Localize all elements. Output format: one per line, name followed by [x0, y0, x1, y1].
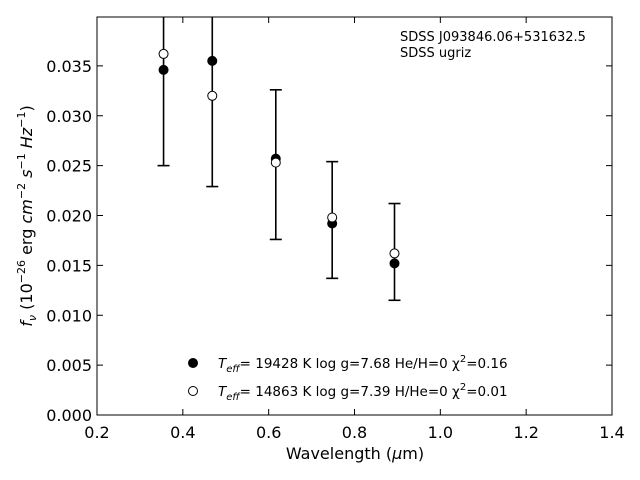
- x-label-post: m): [402, 444, 424, 463]
- legend-entry-filled: Teff= 19428 K log g=7.68 He/H=0 χ2=0.16: [188, 354, 508, 375]
- y-tick-label: 0.025: [46, 157, 92, 176]
- x-axis-ticks: 0.2 0.4 0.6 0.8 1.0 1.2 1.4: [84, 17, 625, 442]
- legend: Teff= 19428 K log g=7.68 He/H=0 χ2=0.16 …: [188, 354, 508, 403]
- y-label-exp-s: −1: [15, 153, 28, 169]
- legend-t-subscript: eff: [226, 364, 241, 375]
- legend-t: T: [218, 356, 228, 372]
- y-tick-label: 0.035: [46, 57, 92, 76]
- x-tick-label: 0.8: [342, 423, 367, 442]
- x-axis-label: Wavelength (μm): [286, 444, 424, 463]
- y-tick-label: 0.010: [46, 306, 92, 325]
- data-point-filled: [389, 258, 400, 269]
- y-label-exp-26: −26: [15, 260, 28, 283]
- y-label-f: f: [17, 319, 36, 327]
- x-tick-label: 0.6: [256, 423, 281, 442]
- y-label-exp-hz: −1: [15, 112, 28, 128]
- x-tick-label: 1.4: [599, 423, 624, 442]
- y-label-exp-cm: −2: [15, 183, 28, 199]
- legend-text-part: = 14863 K log g=7.39 H/He=0 χ: [240, 384, 460, 400]
- y-tick-label: 0.030: [46, 107, 92, 126]
- data-point-open: [158, 48, 169, 59]
- legend-label-open: Teff= 14863 K log g=7.39 H/He=0 χ2=0.01: [218, 382, 508, 403]
- y-tick-label: 0.015: [46, 256, 92, 275]
- y-tick-label: 0.020: [46, 207, 92, 226]
- y-label-nu: ν: [26, 315, 39, 321]
- legend-text-part: = 19428 K log g=7.68 He/H=0 χ: [240, 356, 460, 372]
- x-tick-label: 1.2: [513, 423, 538, 442]
- y-label-erg: erg: [17, 224, 36, 260]
- data-point-filled: [158, 64, 169, 75]
- y-label-s: s: [17, 170, 36, 183]
- y-tick-label: 0.000: [46, 406, 92, 425]
- x-label-mu: μ: [391, 444, 402, 463]
- legend-label-filled: Teff= 19428 K log g=7.68 He/H=0 χ2=0.16: [218, 354, 508, 375]
- data-point-open: [270, 157, 281, 168]
- error-bars: [157, 17, 401, 302]
- x-tick-label: 1.0: [428, 423, 453, 442]
- legend-entry-open: Teff= 14863 K log g=7.39 H/He=0 χ2=0.01: [188, 382, 508, 403]
- legend-chi-value: =0.16: [466, 356, 507, 372]
- y-label-paren-close: ): [17, 105, 36, 111]
- legend-marker-filled-circle: [188, 358, 198, 368]
- filter-system-annotation: SDSS ugriz: [400, 46, 471, 61]
- y-label-hz: Hz: [17, 127, 36, 153]
- legend-chi-superscript: 2: [460, 354, 466, 365]
- y-axis-label: fν (10−26 erg cm−2 s−1 Hz−1): [15, 105, 39, 326]
- data-point-filled: [207, 55, 218, 66]
- data-point-open: [207, 90, 218, 101]
- y-label-paren-open: (10: [17, 283, 36, 315]
- y-axis-ticks: 0.000 0.005 0.010 0.015 0.020 0.025 0.030 0.035: [46, 57, 612, 425]
- legend-t: T: [218, 384, 228, 400]
- legend-chi-value: =0.01: [466, 384, 507, 400]
- y-tick-label: 0.005: [46, 356, 92, 375]
- legend-t-subscript: eff: [226, 392, 241, 403]
- y-label-cm: cm: [17, 199, 36, 223]
- data-point-open: [327, 212, 338, 223]
- x-label-pre: Wavelength (: [286, 444, 392, 463]
- legend-chi-superscript: 2: [460, 382, 466, 393]
- object-name-annotation: SDSS J093846.06+531632.5: [400, 30, 586, 45]
- data-point-open: [389, 248, 400, 259]
- x-tick-label: 0.4: [170, 423, 195, 442]
- legend-marker-open-circle: [188, 386, 198, 396]
- x-tick-label: 0.2: [84, 423, 109, 442]
- data-series: [158, 48, 400, 269]
